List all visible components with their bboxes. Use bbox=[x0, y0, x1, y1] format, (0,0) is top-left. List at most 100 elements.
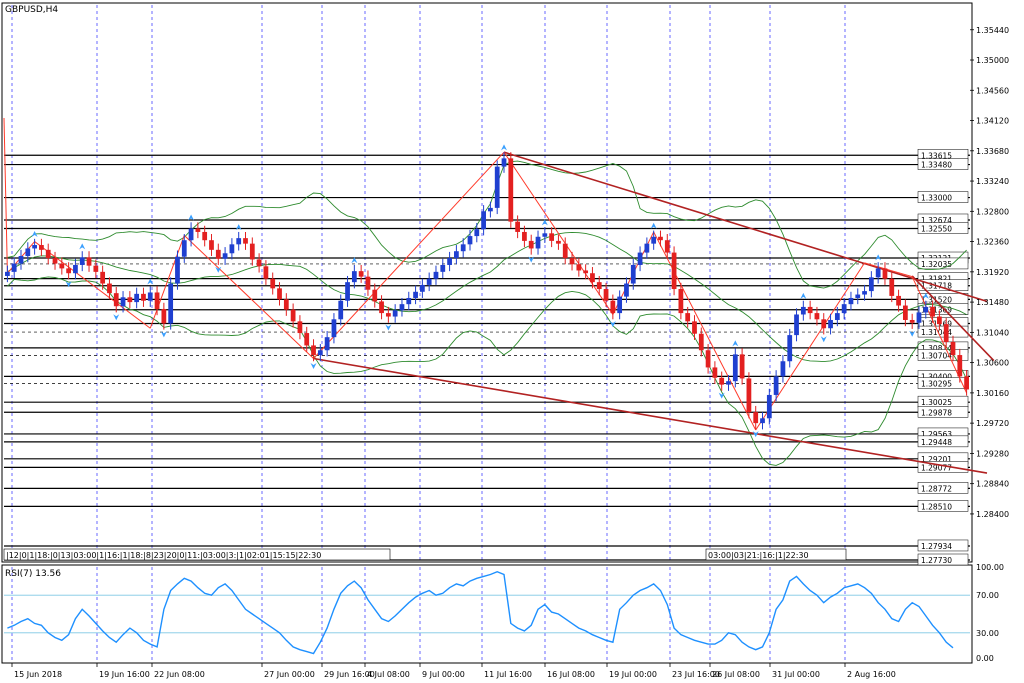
candle-body-76 bbox=[522, 231, 527, 241]
candle-body-123 bbox=[841, 304, 847, 314]
candle-body-95 bbox=[651, 236, 657, 244]
candle-body-92 bbox=[630, 264, 636, 284]
time-label-8: 16 Jul 08:00 bbox=[547, 670, 595, 679]
candle-body-8 bbox=[59, 263, 65, 269]
price-tick-label-15: 1.28840 bbox=[976, 480, 1009, 489]
rsi-tick-label-1: 70.00 bbox=[976, 591, 999, 600]
candle-body-0 bbox=[5, 271, 10, 276]
level-label-box-6 bbox=[917, 257, 969, 270]
candle-body-29 bbox=[202, 231, 208, 241]
price-tick-label-0: 1.35440 bbox=[976, 26, 1009, 35]
time-label-13: 2 Aug 16:00 bbox=[847, 670, 896, 679]
candle-body-108 bbox=[739, 354, 745, 379]
candle-body-94 bbox=[644, 243, 650, 253]
candle-body-37 bbox=[256, 259, 262, 267]
fractal-up-11 bbox=[79, 243, 86, 250]
candle-body-24 bbox=[168, 283, 174, 324]
fractal-up-107 bbox=[732, 340, 739, 347]
candle-body-139 bbox=[950, 341, 956, 356]
fractal-up-79 bbox=[541, 219, 548, 226]
candle-body-6 bbox=[45, 249, 51, 259]
zigzag-leg-8 bbox=[653, 231, 757, 431]
candle-body-82 bbox=[562, 243, 568, 259]
candle-body-73 bbox=[501, 158, 507, 167]
candle-body-50 bbox=[345, 282, 350, 301]
candle-body-40 bbox=[277, 288, 282, 300]
candle-body-49 bbox=[338, 300, 344, 320]
level-label-3: 1.32674 bbox=[921, 216, 952, 225]
candle-body-68 bbox=[467, 236, 473, 245]
candle-body-113 bbox=[773, 376, 779, 395]
candle-body-72 bbox=[494, 166, 500, 208]
candle-body-42 bbox=[290, 309, 296, 322]
level-label-14: 1.30704 bbox=[921, 351, 952, 360]
price-tick-label-9: 1.31480 bbox=[976, 298, 1009, 307]
level-label-box-24 bbox=[917, 500, 969, 512]
candle-body-83 bbox=[569, 258, 575, 265]
candle-body-126 bbox=[862, 291, 867, 295]
candle-body-22 bbox=[154, 292, 160, 309]
candle-body-107 bbox=[732, 354, 738, 382]
time-label-4: 29 Jun 16:00 bbox=[324, 670, 375, 679]
level-label-26: 1.27730 bbox=[921, 556, 952, 565]
fractal-down-31 bbox=[215, 266, 222, 273]
candle-body-121 bbox=[828, 319, 833, 329]
level-label-21: 1.29201 bbox=[921, 455, 952, 464]
candle-body-86 bbox=[590, 273, 595, 283]
zigzag-leg-5 bbox=[313, 151, 505, 359]
level-label-box-14 bbox=[917, 349, 969, 361]
candle-body-48 bbox=[331, 319, 337, 338]
price-tick-label-7: 1.32360 bbox=[976, 238, 1009, 247]
candle-body-120 bbox=[821, 319, 827, 329]
level-label-22: 1.29077 bbox=[921, 463, 952, 472]
candle-body-28 bbox=[195, 228, 201, 232]
candle-body-77 bbox=[528, 240, 534, 249]
candle-body-32 bbox=[222, 253, 228, 259]
fractal-up-27 bbox=[188, 214, 195, 221]
candle-body-59 bbox=[406, 297, 412, 305]
level-label-9: 1.31520 bbox=[921, 295, 952, 304]
candle-body-12 bbox=[86, 257, 92, 266]
trendline-upper-resistance bbox=[503, 151, 988, 303]
zigzag-leg-6 bbox=[503, 151, 614, 315]
candle-body-60 bbox=[413, 291, 418, 298]
candle-body-99 bbox=[678, 289, 684, 314]
symbol-label: GBPUSD,H4 bbox=[5, 5, 58, 15]
price-tick-label-6: 1.32800 bbox=[976, 207, 1009, 216]
level-label-18: 1.29878 bbox=[921, 408, 952, 417]
level-label-10: 1.31369 bbox=[921, 306, 952, 315]
candle-body-58 bbox=[399, 304, 405, 311]
candlesticks bbox=[5, 152, 969, 430]
candle-body-85 bbox=[583, 270, 589, 274]
candle-body-110 bbox=[753, 412, 759, 424]
level-label-15: 1.30400 bbox=[921, 372, 952, 381]
candle-body-134 bbox=[916, 312, 922, 323]
candle-body-141 bbox=[964, 376, 969, 390]
candle-body-131 bbox=[896, 295, 901, 306]
time-label-1: 19 Jun 16:00 bbox=[99, 670, 150, 679]
level-label-box-22 bbox=[917, 461, 969, 473]
candle-body-105 bbox=[719, 377, 725, 385]
candle-body-78 bbox=[535, 236, 541, 249]
fractal-down-120 bbox=[820, 336, 827, 343]
bollinger-lo bbox=[7, 276, 968, 466]
time-label-2: 22 Jun 08:00 bbox=[154, 670, 205, 679]
level-label-1: 1.33480 bbox=[921, 161, 952, 170]
candle-body-98 bbox=[671, 252, 677, 290]
candle-body-9 bbox=[66, 268, 72, 274]
candle-body-66 bbox=[454, 251, 459, 259]
rsi-line bbox=[7, 570, 954, 655]
candle-body-13 bbox=[93, 265, 99, 272]
candle-body-90 bbox=[617, 296, 623, 314]
candle-body-3 bbox=[25, 248, 31, 257]
fractal-up-34 bbox=[235, 224, 242, 231]
candle-body-25 bbox=[175, 256, 180, 284]
candle-body-23 bbox=[161, 308, 167, 324]
zigzag-lines bbox=[3, 117, 968, 431]
candle-body-1 bbox=[11, 263, 17, 272]
price-tick-label-2: 1.34560 bbox=[976, 86, 1009, 95]
rsi-panel-frame bbox=[1, 564, 973, 664]
time-label-9: 19 Jul 00:00 bbox=[609, 670, 657, 679]
time-label-3: 27 Jun 00:00 bbox=[264, 670, 315, 679]
candle-body-130 bbox=[889, 278, 895, 296]
